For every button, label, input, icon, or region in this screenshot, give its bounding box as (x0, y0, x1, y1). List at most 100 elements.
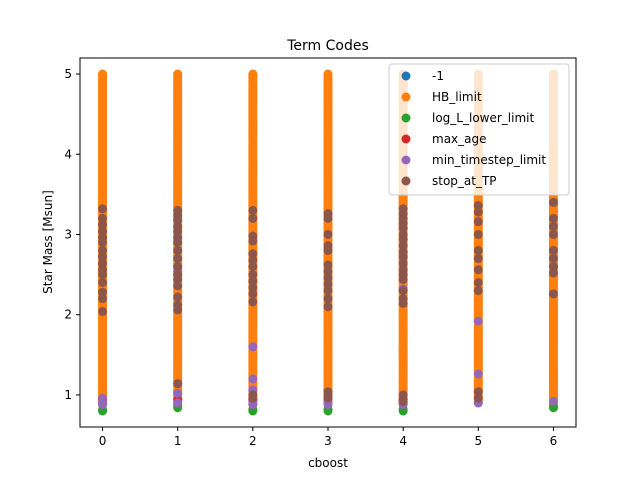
x-tick-label: 1 (174, 434, 182, 448)
point-stop_at_TP (173, 379, 183, 389)
point-stop_at_TP (173, 292, 183, 302)
point-stop_at_TP (98, 258, 108, 268)
point-HB_limit (323, 69, 333, 79)
point-stop_at_TP (398, 294, 408, 304)
y-tick-label: 1 (64, 388, 72, 402)
point-stop_at_TP (473, 217, 483, 227)
point-stop_at_TP (548, 246, 558, 256)
x-tick-label: 5 (474, 434, 482, 448)
point-stop_at_TP (248, 255, 258, 265)
point-HB_limit (248, 69, 258, 79)
legend-label--1: -1 (432, 69, 444, 83)
point-stop_at_TP (548, 197, 558, 207)
point-stop_at_TP (323, 241, 333, 251)
point-stop_at_TP (398, 229, 408, 239)
legend-marker-HB_limit (401, 92, 411, 102)
point-stop_at_TP (398, 241, 408, 251)
point-stop_at_TP (473, 387, 483, 397)
x-axis-label: cboost (308, 456, 348, 470)
point-stop_at_TP (248, 249, 258, 259)
point-stop_at_TP (398, 396, 408, 406)
x-tick-label: 2 (249, 434, 257, 448)
point-stop_at_TP (473, 265, 483, 275)
point-stop_at_TP (248, 297, 258, 307)
point-HB_limit (98, 69, 108, 79)
point-stop_at_TP (98, 278, 108, 288)
point-stop_at_TP (548, 229, 558, 239)
legend-label-stop_at_TP: stop_at_TP (432, 174, 497, 188)
point-stop_at_TP (323, 229, 333, 239)
point-stop_at_TP (473, 393, 483, 403)
y-tick-label: 2 (64, 308, 72, 322)
point-min_timestep_limit (548, 396, 558, 406)
point-stop_at_TP (473, 246, 483, 256)
point-stop_at_TP (98, 265, 108, 275)
point-stop_at_TP (548, 254, 558, 264)
point-stop_at_TP (173, 254, 183, 264)
point-stop_at_TP (248, 276, 258, 286)
point-stop_at_TP (173, 246, 183, 256)
chart-title: Term Codes (286, 38, 369, 54)
point-stop_at_TP (173, 205, 183, 215)
point-stop_at_TP (98, 252, 108, 262)
point-stop_at_TP (548, 262, 558, 272)
point-stop_at_TP (473, 286, 483, 296)
point-stop_at_TP (173, 262, 183, 272)
point-stop_at_TP (98, 287, 108, 297)
point-min_timestep_limit (248, 374, 258, 384)
x-tick-label: 4 (399, 434, 407, 448)
point-stop_at_TP (323, 294, 333, 304)
y-tick-label: 5 (64, 67, 72, 81)
point-stop_at_TP (248, 390, 258, 400)
x-tick-label: 3 (324, 434, 332, 448)
point-stop_at_TP (173, 281, 183, 291)
point-stop_at_TP (323, 279, 333, 289)
point-stop_at_TP (173, 221, 183, 231)
point-stop_at_TP (173, 233, 183, 243)
point-stop_at_TP (323, 266, 333, 276)
point-stop_at_TP (398, 390, 408, 400)
legend-label-log_L_lower_limit: log_L_lower_limit (432, 111, 534, 125)
x-tick-label: 6 (550, 434, 558, 448)
series-stop_at_TP (98, 197, 558, 406)
point-HB_limit (173, 69, 183, 79)
point-stop_at_TP (98, 220, 108, 230)
point-stop_at_TP (248, 213, 258, 223)
point-stop_at_TP (248, 270, 258, 280)
point-stop_at_TP (248, 205, 258, 215)
y-axis: 1 2 3 4 5 (64, 67, 80, 402)
point-stop_at_TP (173, 270, 183, 280)
y-axis-label: Star Mass [Msun] (41, 190, 55, 294)
y-tick-label: 3 (64, 227, 72, 241)
legend-marker-max_age (401, 134, 411, 144)
legend-marker-min_timestep_limit (401, 155, 411, 165)
point-stop_at_TP (98, 226, 108, 236)
y-tick-label: 4 (64, 147, 72, 161)
point-stop_at_TP (98, 306, 108, 316)
point-min_timestep_limit (248, 342, 258, 352)
point-stop_at_TP (98, 204, 108, 214)
point-stop_at_TP (398, 286, 408, 296)
point-stop_at_TP (98, 294, 108, 304)
point-stop_at_TP (323, 286, 333, 296)
point-stop_at_TP (548, 268, 558, 278)
point-stop_at_TP (323, 302, 333, 312)
point-min_timestep_limit (173, 388, 183, 398)
legend-label-max_age: max_age (432, 132, 487, 146)
point-stop_at_TP (398, 204, 408, 214)
point-stop_at_TP (248, 282, 258, 292)
plot-area (98, 69, 558, 416)
point-min_timestep_limit (473, 369, 483, 379)
point-stop_at_TP (323, 209, 333, 219)
point-stop_at_TP (173, 300, 183, 310)
x-tick-label: 0 (99, 434, 107, 448)
point-stop_at_TP (323, 387, 333, 397)
x-axis: 0 1 2 3 4 5 6 (99, 427, 558, 448)
legend-label-min_timestep_limit: min_timestep_limit (432, 153, 546, 167)
point-min_timestep_limit (473, 316, 483, 326)
point-stop_at_TP (473, 229, 483, 239)
point-stop_at_TP (323, 273, 333, 283)
point-stop_at_TP (248, 289, 258, 299)
point-stop_at_TP (398, 258, 408, 268)
